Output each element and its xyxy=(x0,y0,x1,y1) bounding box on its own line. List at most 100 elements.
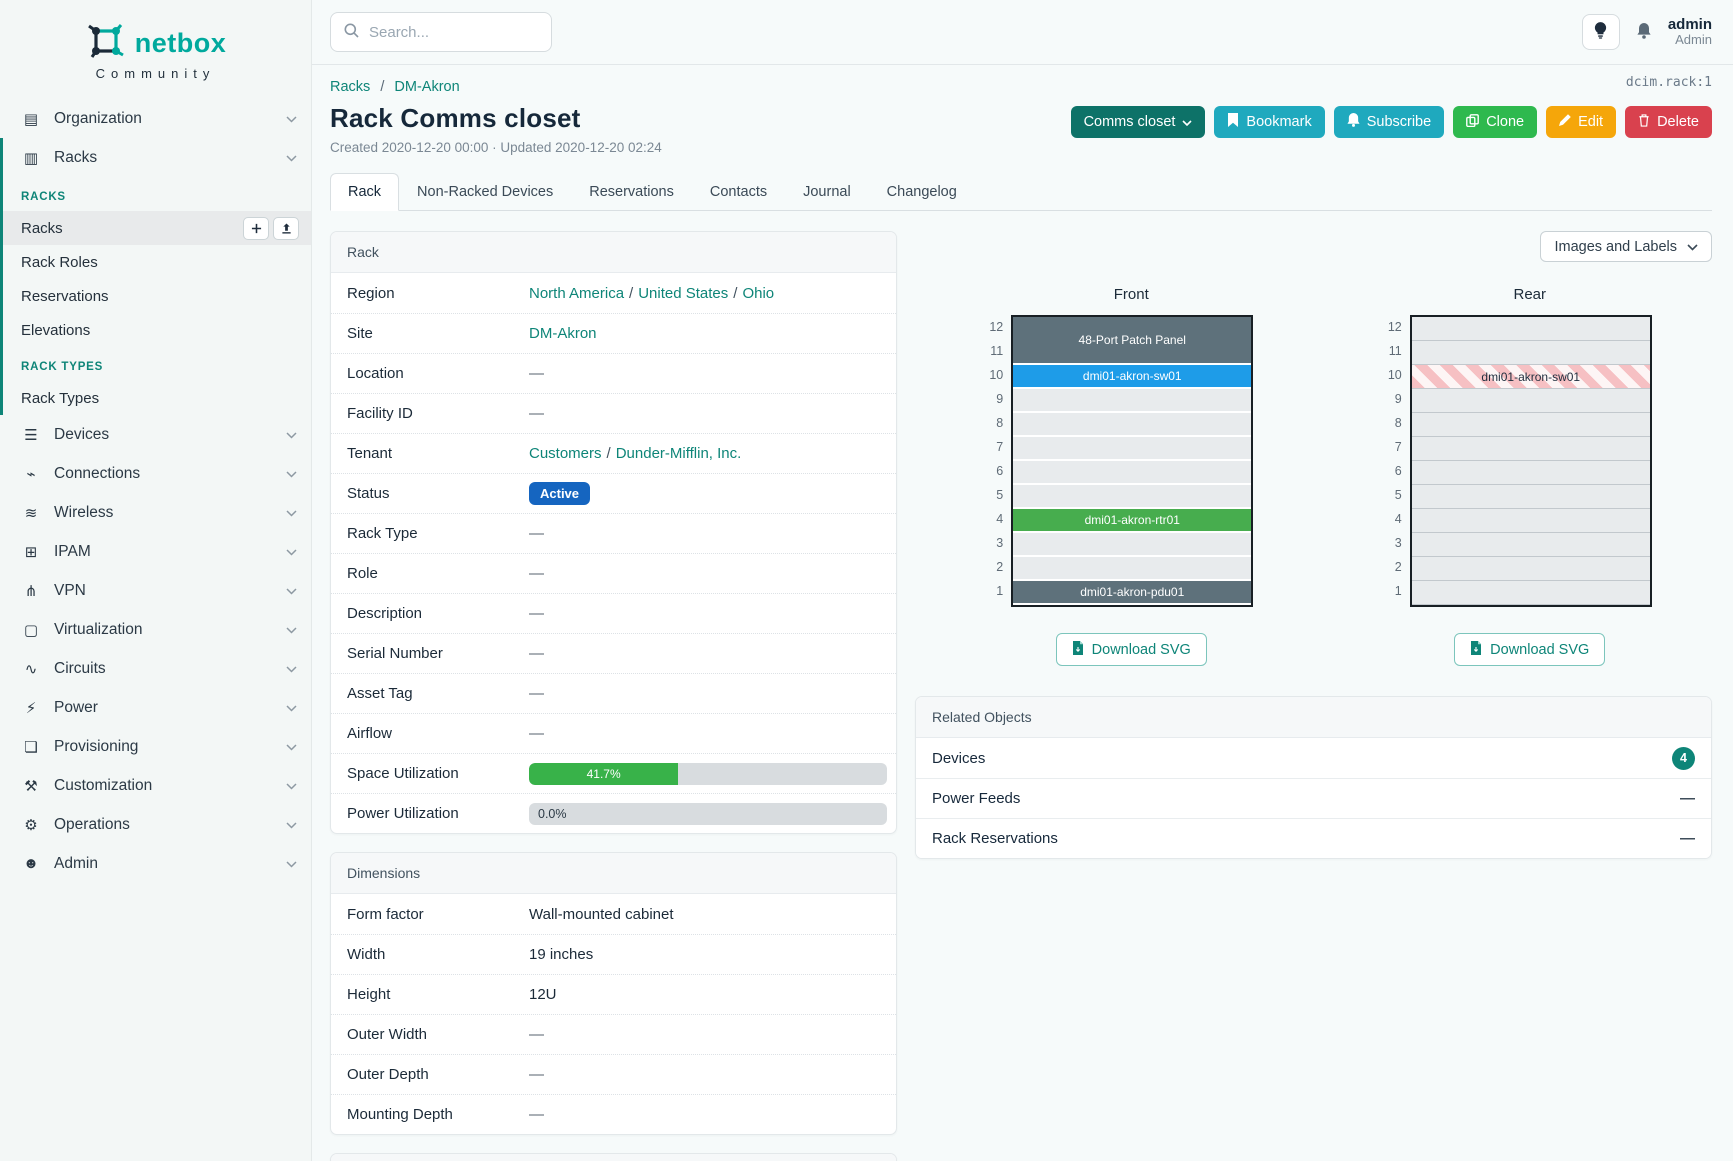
field-label: Description xyxy=(347,605,423,622)
sidebar-subitem-rack-roles[interactable]: Rack Roles xyxy=(21,253,98,271)
rack-unit-empty[interactable] xyxy=(1411,557,1650,581)
bookmark-button[interactable]: Bookmark xyxy=(1214,106,1325,138)
field-label: Height xyxy=(347,986,391,1003)
sidebar-subitem-reservations[interactable]: Reservations xyxy=(21,287,109,305)
sidebar-subitem-racks[interactable]: Racks xyxy=(3,211,311,245)
sidebar-item-circuits[interactable]: ∿ Circuits xyxy=(0,649,311,688)
notifications-button[interactable] xyxy=(1636,22,1652,42)
subscribe-button[interactable]: Subscribe xyxy=(1333,106,1445,138)
related-row-rack-reservations[interactable]: Rack Reservations — xyxy=(916,818,1711,858)
rack-unit-empty[interactable] xyxy=(1013,437,1252,461)
sidebar-item-provisioning[interactable]: ❏ Provisioning xyxy=(0,727,311,766)
sidebar-item-ipam[interactable]: ⊞ IPAM xyxy=(0,532,311,571)
rack-unit-empty[interactable] xyxy=(1013,413,1252,437)
search-box[interactable] xyxy=(330,12,552,52)
rack-unit-empty[interactable] xyxy=(1411,533,1650,557)
sidebar-item-organization[interactable]: ▤ Organization xyxy=(0,99,311,138)
rack-unit-empty[interactable] xyxy=(1013,533,1252,557)
rack-unit-empty[interactable] xyxy=(1013,485,1252,509)
pencil-icon xyxy=(1559,114,1571,130)
provisioning-icon: ❏ xyxy=(24,738,38,756)
rack-unit-dmi01-akron-pdu01[interactable]: dmi01-akron-pdu01 xyxy=(1013,581,1252,605)
field-value: — xyxy=(529,565,544,582)
value-link-ohio[interactable]: Ohio xyxy=(742,284,775,302)
clone-button[interactable]: Clone xyxy=(1453,106,1538,138)
vpn-icon: ⋔ xyxy=(24,582,38,600)
breadcrumb-link-racks[interactable]: Racks xyxy=(330,79,371,95)
value-link-customers[interactable]: Customers xyxy=(529,445,602,462)
related-row-power-feeds[interactable]: Power Feeds — xyxy=(916,778,1711,818)
rack-unit-empty[interactable] xyxy=(1013,461,1252,485)
topbar: admin Admin xyxy=(312,0,1733,65)
user-menu[interactable]: admin Admin xyxy=(1668,16,1712,48)
rack-unit-empty[interactable] xyxy=(1411,317,1650,341)
lightbulb-icon xyxy=(1594,22,1607,42)
admin-icon: ☻ xyxy=(23,855,39,872)
elevation-view-select[interactable]: Images and Labels xyxy=(1540,231,1712,262)
related-row-devices[interactable]: Devices 4 xyxy=(916,738,1711,778)
search-input[interactable] xyxy=(369,23,538,41)
sidebar-item-connections[interactable]: ⌁ Connections xyxy=(0,454,311,493)
chevron-down-icon xyxy=(286,699,297,716)
chevron-down-icon xyxy=(286,426,297,443)
rack-unit-empty[interactable] xyxy=(1411,485,1650,509)
rack-unit-empty[interactable] xyxy=(1411,509,1650,533)
field-label: Power Utilization xyxy=(347,805,459,822)
bookmark-icon xyxy=(1227,113,1239,131)
sidebar-item-admin[interactable]: ☻ Admin xyxy=(0,844,311,883)
sidebar-subitem-elevations[interactable]: Elevations xyxy=(21,321,91,339)
rack-unit-dmi01-akron-sw01[interactable]: dmi01-akron-sw01 xyxy=(1013,365,1252,389)
chevron-down-icon xyxy=(286,660,297,677)
breadcrumb-link-site[interactable]: DM-Akron xyxy=(394,79,460,95)
value-link-dm-akron[interactable]: DM-Akron xyxy=(529,325,597,342)
brand[interactable]: netbox Community xyxy=(0,14,311,99)
edit-button[interactable]: Edit xyxy=(1546,106,1617,138)
delete-button[interactable]: Delete xyxy=(1625,106,1712,138)
sidebar-subitem-rack-types[interactable]: Rack Types xyxy=(21,389,100,407)
tab-reservations[interactable]: Reservations xyxy=(589,184,674,200)
rack-unit-empty[interactable] xyxy=(1411,437,1650,461)
field-label: Airflow xyxy=(347,725,393,742)
page-title: Rack Comms closet xyxy=(330,103,581,133)
plus-button[interactable] xyxy=(243,216,269,240)
unit-number: 11 xyxy=(990,344,1004,358)
tab-non-racked-devices[interactable]: Non-Racked Devices xyxy=(417,184,554,200)
sidebar-item-virtualization[interactable]: ▢ Virtualization xyxy=(0,610,311,649)
download-svg-button-rear[interactable]: Download SVG xyxy=(1454,633,1606,666)
field-label: Serial Number xyxy=(347,645,443,662)
rack-unit-dmi01-akron-sw01-rear[interactable]: dmi01-akron-sw01 xyxy=(1411,365,1650,389)
tab-journal[interactable]: Journal xyxy=(803,184,851,200)
rack-unit-48-port-patch-panel[interactable]: 48-Port Patch Panel xyxy=(1013,317,1252,365)
comms-closet-dropdown[interactable]: Comms closet xyxy=(1070,106,1206,138)
value-link-united-states[interactable]: United States xyxy=(638,284,729,302)
rack-unit-empty[interactable] xyxy=(1411,581,1650,605)
sidebar-item-customization[interactable]: ⚒ Customization xyxy=(0,766,311,805)
rack-unit-empty[interactable] xyxy=(1411,341,1650,365)
ipam-icon: ⊞ xyxy=(24,543,38,561)
rack-unit-empty[interactable] xyxy=(1411,389,1650,413)
tab-rack[interactable]: Rack xyxy=(330,173,400,211)
rack-unit-empty[interactable] xyxy=(1411,461,1650,485)
upload-button[interactable] xyxy=(273,216,299,240)
tab-contacts[interactable]: Contacts xyxy=(709,184,768,200)
rack-unit-empty[interactable] xyxy=(1013,557,1252,581)
unit-number: 10 xyxy=(1387,368,1402,382)
unit-number: 7 xyxy=(1394,440,1402,454)
sidebar-item-devices[interactable]: ☰ Devices xyxy=(0,415,311,454)
sidebar-item-racks[interactable]: ▥ Racks xyxy=(3,138,311,177)
sidebar-item-vpn[interactable]: ⋔ VPN xyxy=(0,571,311,610)
value-link-dunder-mifflin-inc[interactable]: Dunder-Mifflin, Inc. xyxy=(615,445,742,462)
sidebar-item-wireless[interactable]: ≋ Wireless xyxy=(0,493,311,532)
value-link-north-america[interactable]: North America xyxy=(529,284,625,302)
rack-unit-empty[interactable] xyxy=(1411,413,1650,437)
field-row-space-utilization: Space Utilization 41.7% xyxy=(331,753,896,793)
unit-number: 8 xyxy=(1394,416,1402,430)
theme-toggle-button[interactable] xyxy=(1581,14,1620,50)
rack-unit-dmi01-akron-rtr01[interactable]: dmi01-akron-rtr01 xyxy=(1013,509,1252,533)
tab-changelog[interactable]: Changelog xyxy=(886,184,957,200)
sidebar-item-power[interactable]: ⚡ Power xyxy=(0,688,311,727)
file-download-icon xyxy=(1470,640,1482,659)
sidebar-item-operations[interactable]: ⚙ Operations xyxy=(0,805,311,844)
download-svg-button-front[interactable]: Download SVG xyxy=(1055,633,1207,666)
rack-unit-empty[interactable] xyxy=(1013,389,1252,413)
